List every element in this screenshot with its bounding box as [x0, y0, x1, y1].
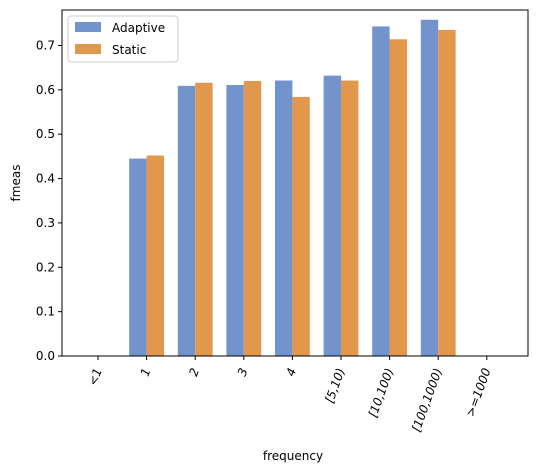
x-tick-label: [100,1000) — [409, 366, 445, 433]
bar-static-3 — [243, 80, 262, 356]
bar-adaptive-3 — [226, 84, 244, 356]
bar-static-6 — [389, 39, 407, 356]
x-axis-label: frequency — [263, 449, 323, 463]
x-tick-label: 1 — [138, 366, 154, 378]
legend-swatch-adaptive — [75, 22, 101, 32]
bar-adaptive-2 — [177, 85, 196, 356]
plot-frame — [61, 9, 529, 357]
legend-label-static: Static — [112, 43, 146, 57]
bars — [129, 19, 456, 357]
legend: Adaptive Static — [67, 15, 179, 63]
bar-static-2 — [195, 82, 213, 356]
y-tick-label: 0.5 — [36, 127, 55, 141]
x-tick-label: <1 — [86, 366, 105, 387]
bar-adaptive-1 — [129, 158, 147, 356]
x-tick-label: 3 — [235, 366, 251, 378]
x-tick-label: [5,10) — [322, 366, 348, 405]
x-tick-label: 2 — [186, 366, 202, 378]
bar-static-4 — [292, 96, 310, 356]
bar-adaptive-5 — [323, 75, 341, 357]
bar-static-7 — [438, 29, 456, 357]
legend-swatch-static — [75, 44, 101, 54]
bar-adaptive-6 — [372, 26, 390, 356]
legend-label-adaptive: Adaptive — [112, 21, 165, 35]
x-tick-label: [10,100) — [366, 366, 397, 419]
bar-adaptive-7 — [420, 19, 439, 356]
x-tick-label: 4 — [283, 366, 299, 378]
y-axis-label: fmeas — [9, 165, 23, 202]
bar-static-5 — [341, 80, 359, 356]
y-tick-label: 0.0 — [36, 349, 55, 363]
y-tick-label: 0.4 — [36, 172, 55, 186]
bar-adaptive-4 — [275, 80, 293, 356]
bar-static-1 — [146, 155, 164, 356]
y-tick-label: 0.3 — [36, 216, 55, 230]
x-axis: <1 1 2 3 4 [5,10) [10,100) [100,1000) >=1000 — [86, 356, 494, 434]
y-tick-label: 0.1 — [36, 305, 55, 319]
y-axis: 0.0 0.1 0.2 0.3 0.4 0.5 0.6 0.7 — [36, 38, 62, 363]
y-tick-label: 0.6 — [36, 83, 55, 97]
y-tick-label: 0.2 — [36, 260, 55, 274]
y-tick-label: 0.7 — [36, 38, 55, 52]
x-tick-label: >=1000 — [463, 366, 494, 419]
